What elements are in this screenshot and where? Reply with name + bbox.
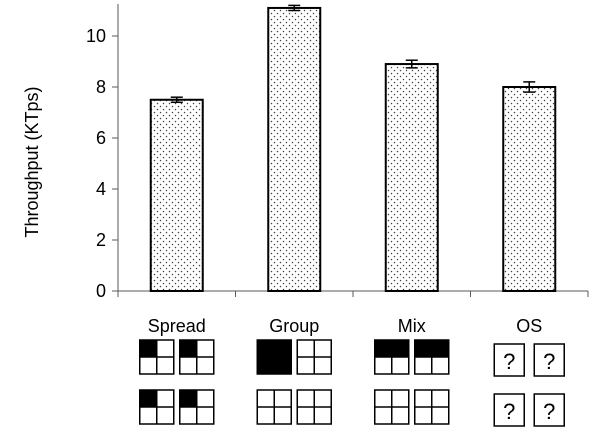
core-cell-filled bbox=[274, 357, 292, 374]
error-bar bbox=[405, 59, 418, 69]
error-bar bbox=[170, 96, 183, 104]
core-cell-filled bbox=[431, 340, 449, 357]
unknown-placement-box: ? bbox=[493, 343, 525, 377]
bars bbox=[149, 4, 557, 292]
bar-group bbox=[267, 6, 322, 292]
core-diagram-spread bbox=[139, 339, 215, 425]
bar-mix bbox=[384, 63, 439, 292]
y-tick-label: 6 bbox=[96, 128, 106, 148]
bar-os bbox=[502, 86, 557, 292]
category-label: OS bbox=[516, 316, 542, 336]
unknown-box-outline bbox=[493, 393, 525, 427]
unknown-box-outline bbox=[533, 343, 565, 377]
y-tick-label: 0 bbox=[96, 281, 106, 301]
unknown-placement-box: ? bbox=[493, 393, 525, 427]
core-grid bbox=[414, 389, 450, 425]
category-label: Mix bbox=[398, 316, 426, 336]
core-grid bbox=[179, 339, 215, 375]
core-cell-filled bbox=[257, 340, 275, 357]
question-mark: ? bbox=[543, 349, 555, 374]
core-grid bbox=[296, 389, 332, 425]
unknown-placement-box: ? bbox=[533, 343, 565, 377]
bar-spread bbox=[149, 98, 204, 292]
core-cell-filled bbox=[179, 340, 197, 357]
core-grid bbox=[179, 389, 215, 425]
y-axis: 0 2 4 6 8 10 bbox=[86, 4, 119, 301]
core-cell-filled bbox=[414, 340, 432, 357]
core-diagrams: ???? bbox=[139, 339, 565, 427]
core-grid bbox=[374, 339, 410, 375]
unknown-box-outline bbox=[533, 393, 565, 427]
core-diagram-mix bbox=[374, 339, 450, 425]
core-cell-filled bbox=[139, 390, 157, 407]
y-tick-label: 4 bbox=[96, 179, 106, 199]
y-tick-label: 10 bbox=[86, 26, 106, 46]
unknown-placement-box: ? bbox=[533, 393, 565, 427]
core-cell-filled bbox=[139, 340, 157, 357]
core-grid bbox=[256, 339, 292, 375]
core-diagram-os: ???? bbox=[493, 343, 565, 427]
core-cell-filled bbox=[391, 340, 409, 357]
core-grid bbox=[414, 339, 450, 375]
core-cell-filled bbox=[257, 357, 275, 374]
question-mark: ? bbox=[503, 349, 515, 374]
core-cell-filled bbox=[274, 340, 292, 357]
unknown-box-outline bbox=[493, 343, 525, 377]
core-grid bbox=[296, 339, 332, 375]
core-diagram-group bbox=[256, 339, 332, 425]
question-mark: ? bbox=[543, 399, 555, 424]
core-cell-filled bbox=[179, 390, 197, 407]
question-mark: ? bbox=[503, 399, 515, 424]
y-tick-label: 8 bbox=[96, 77, 106, 97]
y-axis-title: Throughput (KTps) bbox=[22, 86, 42, 237]
core-grid bbox=[139, 339, 175, 375]
error-bar bbox=[523, 81, 536, 93]
y-tick-label: 2 bbox=[96, 230, 106, 250]
category-label: Group bbox=[269, 316, 319, 336]
core-grid bbox=[139, 389, 175, 425]
category-labels: Spread Group Mix OS bbox=[148, 316, 543, 336]
core-grid bbox=[256, 389, 292, 425]
core-cell-filled bbox=[374, 340, 392, 357]
category-label: Spread bbox=[148, 316, 206, 336]
core-grid bbox=[374, 389, 410, 425]
error-bar bbox=[288, 4, 301, 12]
